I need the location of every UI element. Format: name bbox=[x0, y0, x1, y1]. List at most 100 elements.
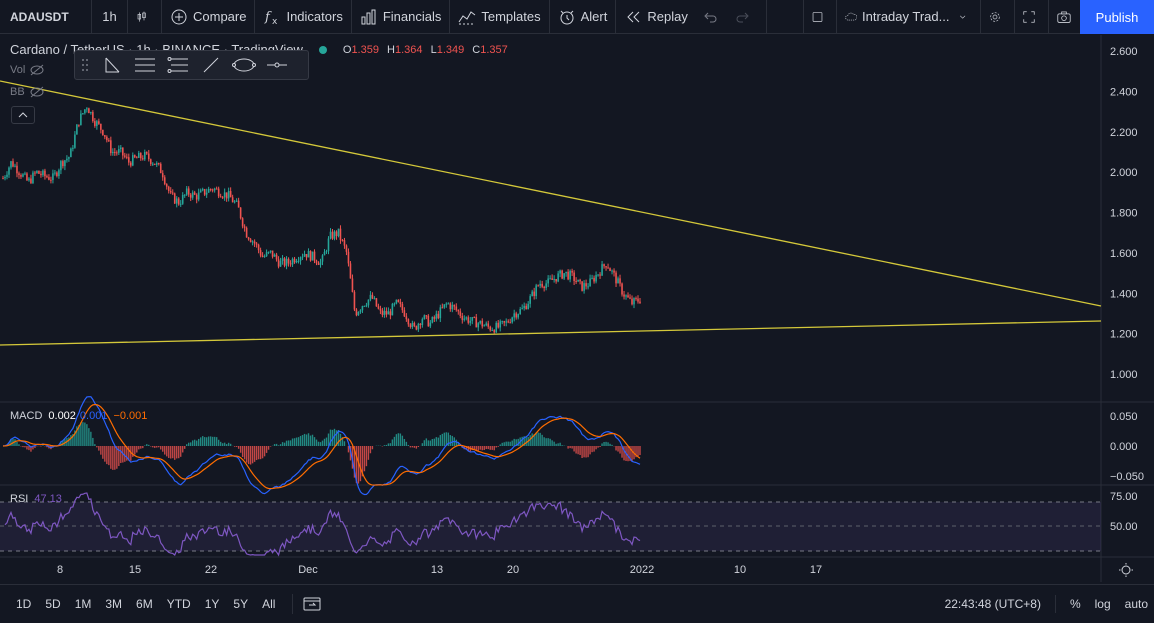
log-toggle[interactable]: log bbox=[1094, 597, 1111, 611]
range-button-1y[interactable]: 1Y bbox=[204, 596, 220, 611]
candle-body bbox=[621, 283, 623, 295]
fullscreen-button[interactable] bbox=[1015, 0, 1049, 34]
fullscreen-toggle-button[interactable] bbox=[802, 0, 837, 34]
range-button-all[interactable]: All bbox=[262, 596, 276, 611]
candle-body bbox=[455, 306, 458, 311]
financials-button[interactable]: Financials bbox=[352, 0, 451, 34]
candle-body bbox=[8, 167, 10, 175]
camera-icon bbox=[1057, 11, 1071, 23]
gear-icon bbox=[990, 11, 1000, 22]
chart-area[interactable]: 2.600 2.400 2.200 2.000 1.800 1.600 1.400 1.200… bbox=[0, 35, 1154, 582]
candle-body bbox=[447, 303, 450, 305]
candle-body bbox=[18, 173, 20, 176]
candle-body bbox=[147, 153, 150, 160]
candle-body bbox=[203, 189, 206, 195]
candle-body bbox=[269, 250, 272, 252]
candle-body bbox=[471, 317, 474, 321]
candle-body bbox=[549, 278, 551, 280]
range-button-3m[interactable]: 3M bbox=[105, 596, 123, 611]
candle-body bbox=[241, 218, 244, 227]
chart-type-button[interactable] bbox=[128, 0, 162, 34]
symbol-search-button[interactable]: ADAUSDT bbox=[0, 0, 92, 34]
rsi-series bbox=[4, 492, 641, 557]
trend-angle-tool[interactable] bbox=[95, 51, 128, 79]
eye-hidden-icon[interactable] bbox=[29, 86, 45, 98]
alert-button[interactable]: Alert bbox=[550, 0, 617, 34]
range-button-ytd[interactable]: YTD bbox=[166, 596, 191, 611]
price-tick-label: 2.400 bbox=[1110, 86, 1138, 98]
volume-legend[interactable]: Vol bbox=[10, 64, 45, 76]
macd-legend[interactable]: MACD 0.002 0.001 −0.001 bbox=[10, 410, 147, 422]
horizontal-lines-tool[interactable] bbox=[128, 51, 161, 79]
redo-button[interactable] bbox=[729, 0, 767, 34]
fib-icon bbox=[167, 57, 188, 73]
candle-body bbox=[353, 291, 356, 310]
settings-button[interactable] bbox=[981, 0, 1015, 34]
candle-body bbox=[513, 313, 515, 318]
bb-legend[interactable]: BB bbox=[10, 86, 45, 98]
rsi-label: RSI bbox=[10, 493, 29, 505]
candle-body bbox=[419, 323, 422, 325]
publish-button[interactable]: Publish bbox=[1080, 0, 1154, 34]
candle-body bbox=[521, 308, 523, 310]
undo-button[interactable] bbox=[696, 0, 729, 34]
lower-trendline[interactable] bbox=[0, 320, 1102, 346]
layout-menu-button[interactable]: Intraday Trad... bbox=[837, 0, 981, 34]
candle-body bbox=[601, 264, 603, 276]
market-status-dot bbox=[318, 45, 327, 54]
candle-body bbox=[325, 251, 328, 253]
rsi-legend[interactable]: RSI 47.13 bbox=[10, 493, 62, 505]
percent-toggle[interactable]: % bbox=[1069, 597, 1081, 611]
trend-line-tool[interactable] bbox=[194, 51, 227, 79]
candle-body bbox=[223, 192, 226, 198]
replay-button[interactable]: Replay bbox=[616, 0, 695, 34]
theme-toggle-icon[interactable] bbox=[1119, 563, 1133, 577]
range-button-1d[interactable]: 1D bbox=[16, 596, 32, 611]
candle-body bbox=[581, 281, 583, 291]
eye-hidden-icon[interactable] bbox=[29, 64, 45, 76]
candle-body bbox=[143, 152, 146, 160]
templates-button[interactable]: Templates bbox=[450, 0, 550, 34]
compare-button[interactable]: Compare bbox=[162, 0, 256, 34]
drag-handle[interactable] bbox=[75, 51, 95, 79]
chart-canvas[interactable]: 2.600 2.400 2.200 2.000 1.800 1.600 1.400 1.200… bbox=[0, 35, 1154, 582]
interval-button[interactable]: 1h bbox=[92, 0, 128, 34]
svg-text:f: f bbox=[264, 10, 272, 25]
candle-body bbox=[469, 320, 472, 323]
price-axis[interactable]: 2.600 2.400 2.200 2.000 1.800 1.600 1.400 1.200… bbox=[1110, 46, 1138, 381]
candle-body bbox=[423, 315, 426, 320]
candle-body bbox=[379, 308, 382, 311]
fib-tool[interactable] bbox=[161, 51, 194, 79]
range-button-5d[interactable]: 5D bbox=[45, 596, 61, 611]
clock[interactable]: 22:43:48 (UTC+8) bbox=[944, 597, 1041, 611]
candle-body bbox=[215, 188, 218, 190]
range-button-5y[interactable]: 5Y bbox=[233, 596, 249, 611]
horizontal-ray-tool[interactable] bbox=[260, 51, 293, 79]
price-tick-label: 2.200 bbox=[1110, 127, 1138, 139]
candle-body bbox=[503, 321, 506, 323]
goto-date-button[interactable] bbox=[292, 593, 321, 614]
candle-body bbox=[231, 197, 234, 203]
candle-body bbox=[32, 172, 34, 184]
collapse-legend-button[interactable] bbox=[11, 106, 35, 124]
candle-body bbox=[118, 149, 120, 153]
range-button-1m[interactable]: 1M bbox=[74, 596, 92, 611]
upper-trendline[interactable] bbox=[0, 80, 1102, 307]
candle-body bbox=[369, 294, 372, 300]
candle-body bbox=[205, 192, 208, 195]
candle-body bbox=[301, 256, 304, 258]
range-button-6m[interactable]: 6M bbox=[136, 596, 153, 611]
ellipse-tool[interactable] bbox=[227, 51, 260, 79]
candle-body bbox=[545, 283, 547, 289]
candle-body bbox=[397, 299, 400, 303]
drawing-toolbar bbox=[74, 50, 309, 80]
signal-line bbox=[2, 403, 641, 490]
candle-body bbox=[98, 121, 100, 124]
candle-body bbox=[311, 251, 314, 261]
time-axis[interactable]: 8 15 22 Dec 13 20 2022 10 17 bbox=[57, 564, 822, 576]
candle-body bbox=[459, 311, 462, 317]
auto-toggle[interactable]: auto bbox=[1124, 597, 1148, 611]
candle-body bbox=[357, 311, 360, 316]
